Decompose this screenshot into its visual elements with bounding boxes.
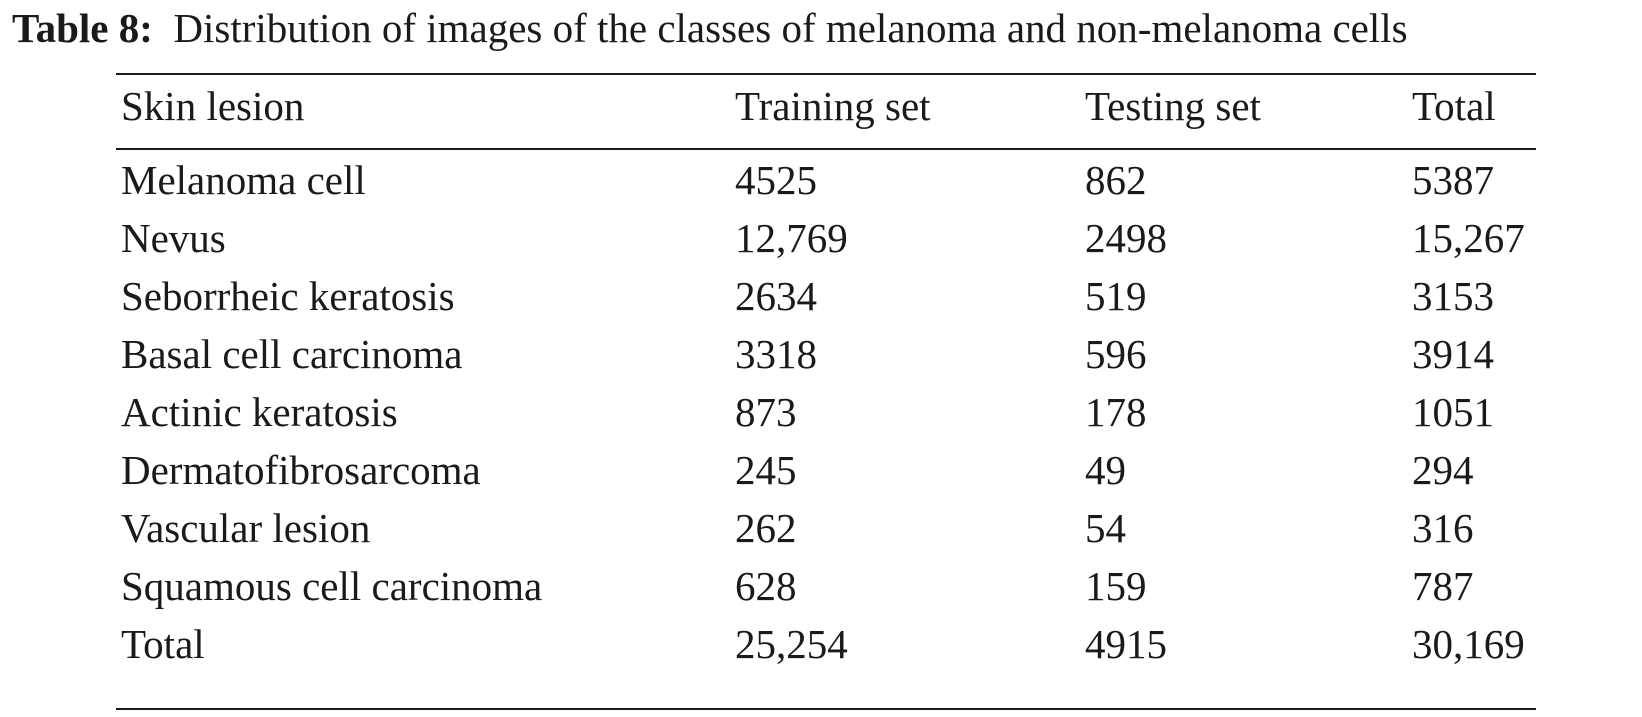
cell-total: 30,169 <box>1412 621 1525 667</box>
cell-total: 3914 <box>1412 331 1494 377</box>
cell-testing-set: 4915 <box>1085 621 1167 667</box>
cell-training-set: 25,254 <box>735 621 848 667</box>
cell-total: 787 <box>1412 563 1474 609</box>
cell-total: 5387 <box>1412 157 1494 203</box>
cell-total: 15,267 <box>1412 215 1525 261</box>
cell-testing-set: 159 <box>1085 563 1147 609</box>
header-skin-lesion: Skin lesion <box>121 83 305 129</box>
cell-testing-set: 49 <box>1085 447 1126 493</box>
cell-skin-lesion: Seborrheic keratosis <box>121 273 455 319</box>
cell-training-set: 3318 <box>735 331 817 377</box>
table-caption-text: Distribution of images of the classes of… <box>173 5 1408 51</box>
table-total-row: Total 25,254 4915 30,169 <box>116 616 1536 672</box>
table-caption-label: Table 8: <box>12 5 153 51</box>
cell-testing-set: 54 <box>1085 505 1126 551</box>
cell-training-set: 245 <box>735 447 797 493</box>
cell-training-set: 628 <box>735 563 797 609</box>
cell-testing-set: 519 <box>1085 273 1147 319</box>
table-header-rule <box>116 148 1536 150</box>
table-row: Basal cell carcinoma 3318 596 3914 <box>116 326 1536 382</box>
cell-testing-set: 596 <box>1085 331 1147 377</box>
cell-testing-set: 862 <box>1085 157 1147 203</box>
cell-total: 316 <box>1412 505 1474 551</box>
table-row: Seborrheic keratosis 2634 519 3153 <box>116 268 1536 324</box>
table-caption: Table 8: Distribution of images of the c… <box>12 2 1408 54</box>
cell-skin-lesion: Actinic keratosis <box>121 389 398 435</box>
header-training-set: Training set <box>735 83 931 129</box>
cell-total: 3153 <box>1412 273 1494 319</box>
table-bottom-rule <box>116 708 1536 710</box>
table-row: Vascular lesion 262 54 316 <box>116 500 1536 556</box>
cell-training-set: 873 <box>735 389 797 435</box>
table-row: Actinic keratosis 873 178 1051 <box>116 384 1536 440</box>
table-header-row: Skin lesion Training set Testing set Tot… <box>116 78 1536 134</box>
cell-skin-lesion: Basal cell carcinoma <box>121 331 463 377</box>
cell-skin-lesion: Squamous cell carcinoma <box>121 563 543 609</box>
cell-training-set: 12,769 <box>735 215 848 261</box>
cell-training-set: 2634 <box>735 273 817 319</box>
table-row: Melanoma cell 4525 862 5387 <box>116 152 1536 208</box>
cell-total: 294 <box>1412 447 1474 493</box>
cell-training-set: 262 <box>735 505 797 551</box>
table-top-rule <box>116 73 1536 75</box>
header-testing-set: Testing set <box>1085 83 1261 129</box>
cell-skin-lesion: Total <box>121 621 205 667</box>
cell-total: 1051 <box>1412 389 1494 435</box>
cell-skin-lesion: Nevus <box>121 215 226 261</box>
table-row: Squamous cell carcinoma 628 159 787 <box>116 558 1536 614</box>
cell-training-set: 4525 <box>735 157 817 203</box>
cell-skin-lesion: Vascular lesion <box>121 505 371 551</box>
cell-skin-lesion: Dermatofibrosarcoma <box>121 447 481 493</box>
table-row: Dermatofibrosarcoma 245 49 294 <box>116 442 1536 498</box>
cell-skin-lesion: Melanoma cell <box>121 157 366 203</box>
header-total: Total <box>1412 83 1496 129</box>
cell-testing-set: 178 <box>1085 389 1147 435</box>
table-row: Nevus 12,769 2498 15,267 <box>116 210 1536 266</box>
cell-testing-set: 2498 <box>1085 215 1167 261</box>
